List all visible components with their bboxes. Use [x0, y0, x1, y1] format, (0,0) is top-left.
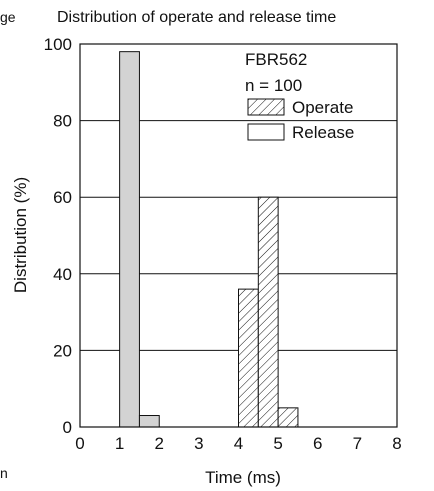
bar-release-1 — [138, 415, 160, 428]
y-tick-label-0: 0 — [63, 418, 72, 437]
y-tick-label-100: 100 — [44, 35, 72, 54]
y-tick-label-40: 40 — [53, 265, 72, 284]
x-tick-label-0: 0 — [75, 434, 84, 453]
annotation-count: n = 100 — [245, 76, 302, 95]
plot-frame — [79, 43, 398, 428]
bar-operate-2 — [277, 407, 299, 428]
x-tick-label-1: 1 — [115, 434, 124, 453]
legend-swatch-operate — [247, 98, 285, 116]
y-tick-label-80: 80 — [53, 112, 72, 131]
x-axis-title: Time (ms) — [205, 468, 281, 487]
x-tick-label-5: 5 — [273, 434, 282, 453]
x-ticks: 0 1 2 3 4 5 6 7 8 — [75, 434, 401, 453]
bars — [119, 51, 299, 428]
bar-operate-0 — [238, 288, 259, 428]
x-tick-label-6: 6 — [313, 434, 322, 453]
edge-text-bottom: n — [0, 465, 8, 481]
bar-operate-1 — [257, 196, 279, 428]
y-axis-title: Distribution (%) — [11, 177, 30, 293]
x-tick-label-7: 7 — [353, 434, 362, 453]
x-tick-label-8: 8 — [392, 434, 401, 453]
legend-swatch-release — [247, 123, 285, 141]
chart-title: Distribution of operate and release time — [57, 9, 336, 26]
edge-text-left: ge — [0, 9, 16, 25]
y-tick-label-20: 20 — [53, 341, 72, 360]
x-tick-label-2: 2 — [155, 434, 164, 453]
x-tick-label-3: 3 — [194, 434, 203, 453]
annotation-model: FBR562 — [245, 50, 307, 69]
y-tick-label-60: 60 — [53, 188, 72, 207]
legend-label-operate: Operate — [292, 98, 353, 117]
legend: Operate Release — [247, 98, 354, 142]
x-tick-label-4: 4 — [234, 434, 243, 453]
y-ticks: 0 20 40 60 80 100 — [44, 35, 72, 437]
bar-release-0 — [119, 51, 140, 428]
legend-label-release: Release — [292, 123, 354, 142]
